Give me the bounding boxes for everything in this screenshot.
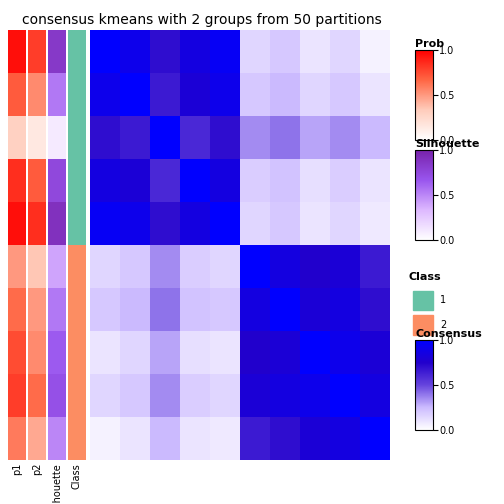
- Bar: [48, 374, 66, 417]
- Bar: [8, 116, 26, 159]
- Bar: [48, 417, 66, 460]
- Bar: [8, 202, 26, 245]
- Bar: [68, 374, 86, 417]
- Bar: [48, 73, 66, 116]
- Bar: [68, 159, 86, 202]
- Bar: [8, 374, 26, 417]
- Bar: [8, 417, 26, 460]
- Text: 2: 2: [440, 320, 446, 330]
- Bar: [48, 116, 66, 159]
- Bar: [48, 30, 66, 73]
- Text: consensus kmeans with 2 groups from 50 partitions: consensus kmeans with 2 groups from 50 p…: [22, 13, 382, 27]
- Bar: [8, 159, 26, 202]
- Bar: [8, 245, 26, 288]
- Bar: [68, 116, 86, 159]
- Bar: [28, 30, 46, 73]
- Bar: [28, 73, 46, 116]
- Bar: [8, 73, 26, 116]
- Bar: [413, 290, 433, 310]
- Bar: [48, 288, 66, 331]
- Bar: [8, 30, 26, 73]
- Bar: [48, 331, 66, 374]
- Bar: [8, 288, 26, 331]
- X-axis label: Class: Class: [72, 463, 82, 488]
- Bar: [28, 417, 46, 460]
- Bar: [28, 116, 46, 159]
- Bar: [68, 245, 86, 288]
- X-axis label: p1: p1: [12, 463, 22, 475]
- Bar: [68, 417, 86, 460]
- Bar: [68, 202, 86, 245]
- Bar: [28, 374, 46, 417]
- Bar: [28, 288, 46, 331]
- Bar: [68, 288, 86, 331]
- Bar: [28, 202, 46, 245]
- Bar: [68, 30, 86, 73]
- Bar: [28, 245, 46, 288]
- Bar: [413, 315, 433, 335]
- Bar: [48, 159, 66, 202]
- Text: 1: 1: [440, 295, 446, 305]
- Bar: [48, 202, 66, 245]
- Bar: [28, 331, 46, 374]
- Bar: [68, 73, 86, 116]
- Text: Consensus: Consensus: [415, 329, 482, 339]
- Text: Prob: Prob: [415, 39, 444, 49]
- Text: Silhouette: Silhouette: [415, 139, 479, 149]
- Bar: [8, 331, 26, 374]
- X-axis label: p2: p2: [32, 463, 42, 475]
- Bar: [48, 245, 66, 288]
- Text: Class: Class: [409, 272, 441, 282]
- X-axis label: Silhouette: Silhouette: [52, 463, 62, 504]
- Bar: [68, 331, 86, 374]
- Bar: [28, 159, 46, 202]
